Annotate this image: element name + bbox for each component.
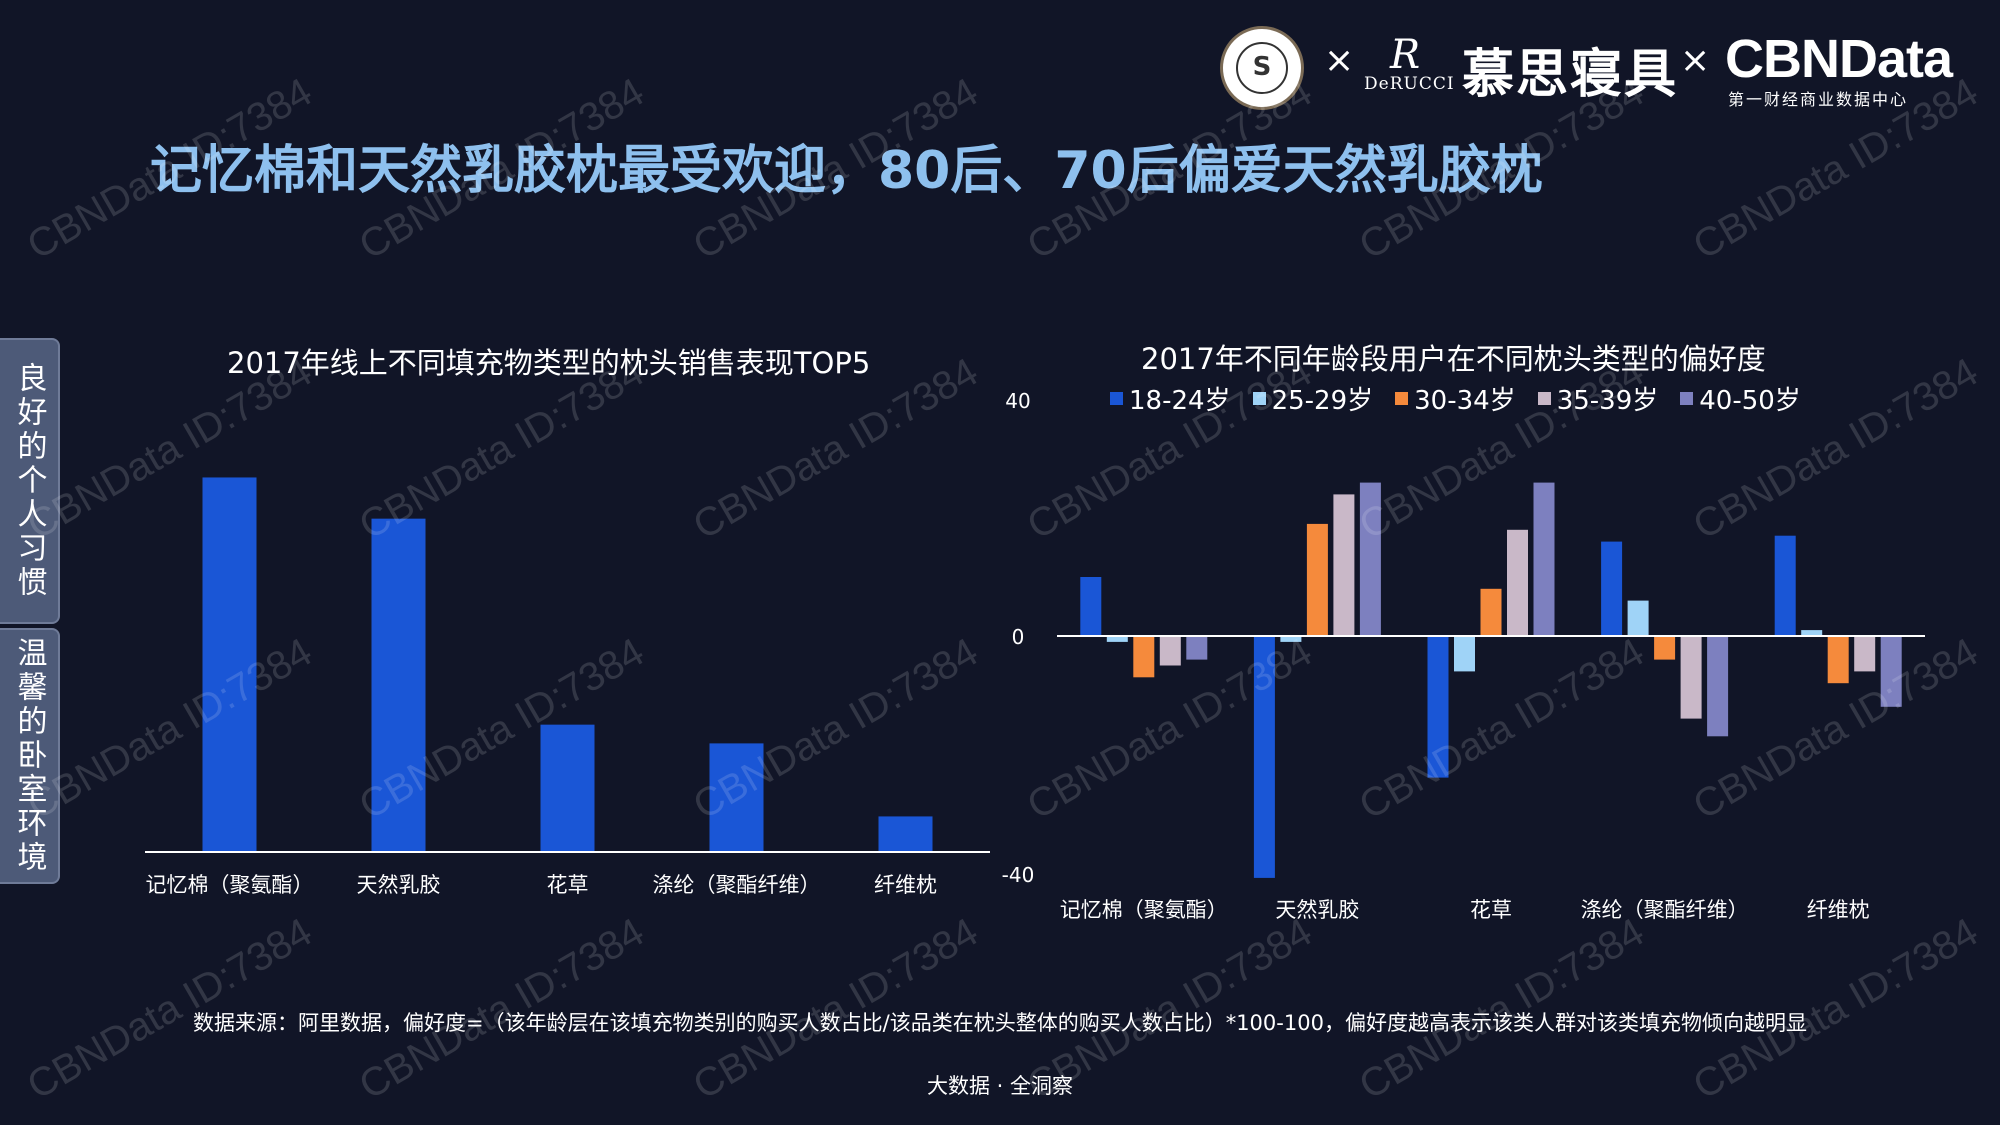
cbndata-logo-subtitle: 第一财经商业数据中心 — [1728, 90, 1909, 109]
chart1-title: 2017年线上不同填充物类型的枕头销售表现TOP5 — [227, 346, 871, 380]
chart2-bar — [1159, 636, 1181, 666]
side-tab-bedroom-environment[interactable]: 温馨的卧室环境 — [0, 628, 60, 884]
chart2-bar — [1601, 541, 1623, 636]
chart2-bar — [1480, 588, 1502, 636]
legend-swatch — [1680, 392, 1694, 405]
chart2-bar — [1333, 494, 1355, 636]
cbndata-logo: CBNData — [1725, 29, 1953, 89]
times-symbol-2: × — [1680, 40, 1711, 81]
chart2-y-tick-label: 0 — [1012, 625, 1025, 649]
chart2-y-tick-label: -40 — [1002, 863, 1035, 887]
chart1-x-tick-label: 纤维枕 — [874, 873, 937, 897]
legend-label: 40-50岁 — [1699, 386, 1801, 416]
legend-label: 18-24岁 — [1129, 386, 1231, 416]
chart2-bar — [1253, 636, 1275, 878]
chart2-x-tick-label: 天然乳胶 — [1275, 898, 1359, 922]
footer-tagline: 大数据 · 全洞察 — [926, 1074, 1074, 1098]
chart2-bar — [1827, 636, 1849, 684]
legend-swatch — [1110, 392, 1123, 405]
legend-swatch — [1252, 392, 1266, 405]
chart2-bar — [1854, 636, 1876, 672]
chart1-bar — [878, 816, 933, 852]
legend-item: 25-29岁 — [1252, 380, 1374, 417]
legend-label: 35-39岁 — [1556, 386, 1659, 416]
chart2-x-tick-label: 涤纶（聚酯纤维） — [1581, 898, 1749, 922]
chart2-bar — [1801, 630, 1823, 636]
chart1-bar — [371, 518, 426, 852]
chart2-x-tick-label: 纤维枕 — [1807, 898, 1870, 922]
side-tab-label: 温馨的卧室环境 — [11, 637, 47, 875]
chart2-bar — [1507, 529, 1528, 636]
chart1-x-tick-label: 天然乳胶 — [357, 873, 441, 897]
chart1-x-tick-label: 涤纶（聚酯纤维） — [653, 873, 821, 897]
chart1-bar — [202, 477, 257, 852]
chart2-y-tick-label: 40 — [1005, 389, 1030, 413]
chart2-bar — [1880, 636, 1902, 707]
chart2-bar — [1133, 636, 1155, 678]
chart2-bar — [1654, 636, 1676, 660]
chart2-bar — [1454, 636, 1475, 672]
chart2-bar — [1627, 600, 1649, 636]
side-tab-personal-habits[interactable]: 良好的个人习惯 — [0, 338, 60, 624]
legend-item: 30-34岁 — [1395, 380, 1516, 417]
data-source-footnote: 数据来源：阿里数据，偏好度=（该年龄层在该填充物类别的购买人数占比/该品类在枕头… — [193, 1011, 1807, 1035]
chart1-bar — [709, 743, 764, 852]
chart2-bar — [1533, 482, 1555, 636]
logo-bar: S × R DeRUCCI 慕思寝具 × CBNData 第一财经商业数据中心 — [1220, 18, 1980, 110]
chart1-x-tick-label: 记忆棉（聚氨酯） — [146, 873, 314, 897]
chart2-bar — [1680, 636, 1702, 719]
legend-swatch — [1395, 392, 1409, 405]
derucci-logo-mark: R — [1390, 32, 1421, 78]
chart2-x-tick-label: 花草 — [1470, 898, 1512, 922]
chart2-title: 2017年不同年龄段用户在不同枕头类型的偏好度 — [1141, 342, 1766, 376]
chart2-legend: 18-24岁 25-29岁 30-34岁 35-39岁 40-50岁 — [1110, 380, 1801, 417]
side-tab-label: 良好的个人习惯 — [11, 362, 47, 600]
times-symbol: × — [1324, 40, 1355, 81]
chart2-bar — [1427, 636, 1449, 778]
chart2-bar — [1707, 636, 1729, 737]
legend-item: 35-39岁 — [1537, 380, 1659, 417]
chart2-x-tick-label: 记忆棉（聚氨酯） — [1060, 898, 1228, 922]
mousi-logo: 慕思寝具 — [1462, 44, 1679, 105]
chart2-bar — [1186, 636, 1208, 660]
chart2-bar — [1359, 482, 1381, 636]
legend-swatch — [1537, 392, 1551, 405]
chart1-x-tick-label: 花草 — [547, 873, 589, 897]
chart2-bar — [1774, 535, 1796, 636]
chart2-bar — [1280, 636, 1302, 642]
page-title: 记忆棉和天然乳胶枕最受欢迎，80后、70后偏爱天然乳胶枕 — [150, 141, 1543, 201]
chart2-bar — [1306, 523, 1328, 636]
legend-label: 30-34岁 — [1414, 386, 1516, 416]
chart1-bar — [540, 724, 595, 852]
derucci-logo-name: DeRUCCI — [1364, 74, 1455, 94]
chart2-bar — [1080, 577, 1102, 636]
seal-emblem-icon: S — [1236, 42, 1288, 94]
sleep-research-society-seal: S — [1220, 26, 1304, 110]
legend-label: 25-29岁 — [1271, 386, 1374, 416]
legend-item: 18-24岁 — [1110, 380, 1231, 417]
legend-item: 40-50岁 — [1680, 380, 1801, 417]
chart2-bar — [1106, 636, 1128, 642]
